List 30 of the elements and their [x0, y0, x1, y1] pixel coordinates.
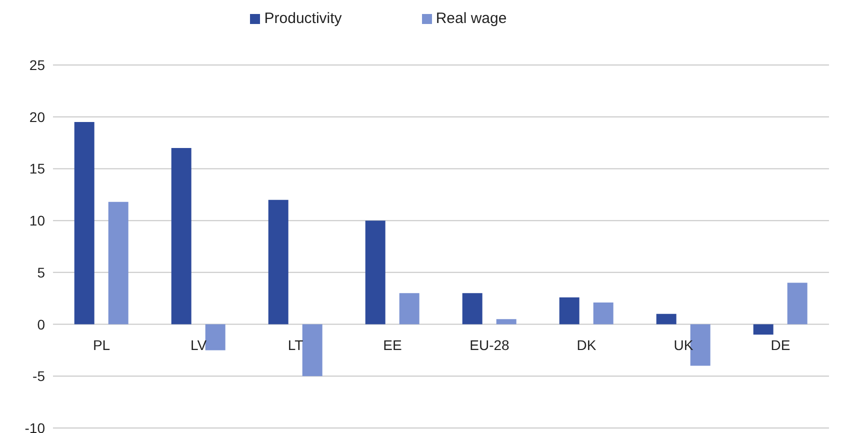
x-tick-label: DK [576, 336, 597, 353]
x-tick-label: EU-28 [470, 336, 510, 353]
y-tick-label: 10 [29, 212, 46, 229]
y-tick-label: 25 [29, 56, 46, 73]
bar [108, 202, 128, 324]
bar [787, 282, 808, 324]
bar [496, 319, 516, 324]
bar [365, 220, 386, 324]
y-tick-label: 0 [37, 316, 46, 332]
y-tick-label: 5 [37, 264, 46, 280]
bar [753, 324, 774, 335]
bar [302, 324, 322, 376]
bar [74, 122, 94, 324]
bar [559, 297, 580, 324]
bar [268, 200, 288, 324]
y-tick-label: 15 [29, 160, 46, 177]
bar [171, 148, 192, 324]
y-tick-label: 20 [29, 108, 46, 125]
bar [462, 293, 482, 324]
bar [593, 302, 614, 324]
y-tick-label: -10 [24, 420, 46, 433]
x-tick-label: EE [383, 336, 402, 353]
bar [399, 293, 420, 324]
y-tick-label: -5 [32, 368, 46, 384]
bar [205, 324, 226, 350]
x-tick-label: PL [92, 336, 110, 353]
legend-label: Productivity [264, 10, 342, 27]
bar [656, 314, 676, 324]
x-tick-label: DE [770, 336, 790, 353]
legend-label: Real wage [436, 10, 507, 27]
